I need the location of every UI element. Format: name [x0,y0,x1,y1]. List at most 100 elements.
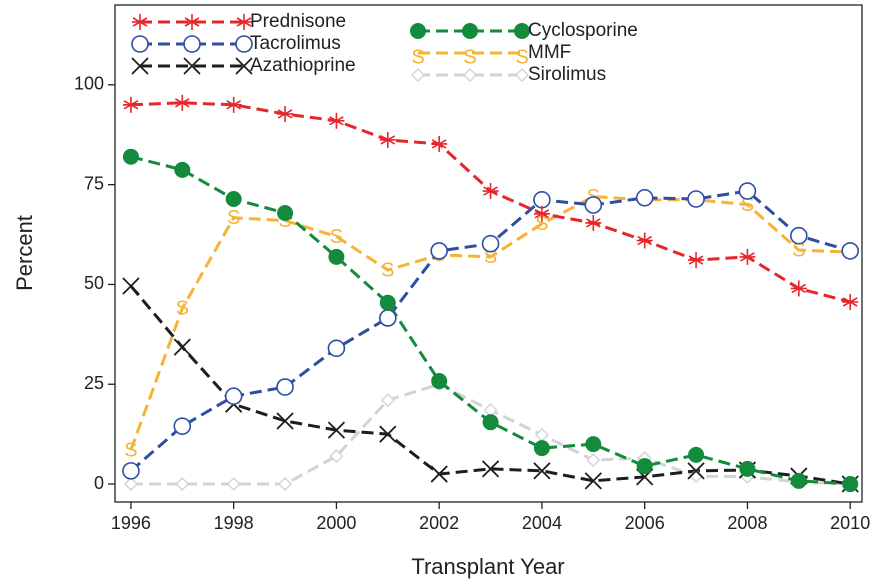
marker-shape [380,393,395,408]
y-tick-label: 50 [84,273,104,293]
marker [225,191,242,208]
marker [175,477,190,492]
marker [635,189,654,207]
legend-label: Sirolimus [528,64,606,85]
marker-shape [410,23,426,39]
x-axis-label: Transplant Year [411,554,564,579]
marker [183,35,201,53]
marker-letter: S [741,194,754,216]
marker [380,393,395,408]
marker-stroke [122,277,140,295]
marker-shape [278,477,293,492]
x-tick-label: 1998 [214,513,254,533]
marker-shape [790,472,807,489]
marker-shape [533,440,550,457]
marker [122,462,140,480]
marker-shape [277,204,294,221]
marker-stroke [584,472,602,490]
marker-shape [174,161,191,178]
legend-label: MMF [528,42,571,63]
marker [411,68,425,82]
marker-shape [131,35,149,53]
marker-letter: S [381,259,394,281]
marker-shape [636,458,653,475]
marker-shape [462,23,478,39]
marker-shape [175,477,190,492]
marker [482,414,499,431]
marker-shape [225,191,242,208]
marker: S [330,226,343,248]
marker [481,460,500,478]
y-tick-label: 75 [84,173,104,193]
marker-shape [224,387,243,406]
marker-shape [738,182,757,200]
marker-shape [122,148,139,165]
x-tick-label: 2002 [419,513,459,533]
series-line [129,195,851,451]
marker: S [463,46,476,68]
legend-label: Prednisone [250,11,346,32]
marker [225,96,242,113]
marker [379,294,396,311]
marker-shape [534,427,549,442]
marker [327,421,346,439]
marker-letter: S [330,226,343,248]
marker [131,57,149,75]
marker [379,131,396,148]
marker [533,205,550,222]
marker-shape [481,234,500,253]
marker [122,96,139,113]
x-tick-label: 2010 [830,513,870,533]
marker-letter: S [227,207,240,229]
marker: S [411,46,424,68]
marker-shape [739,460,756,477]
marker [533,191,551,209]
marker [328,248,345,265]
marker [379,309,397,327]
marker-shape [463,68,477,82]
marker [174,161,191,178]
marker-shape [173,417,192,435]
marker [173,417,192,435]
marker [482,183,499,200]
marker [224,387,243,406]
marker [173,338,191,356]
marker-letter: S [176,298,189,320]
marker-shape [533,191,551,209]
marker-shape [842,476,859,493]
x-tick-label: 2006 [625,513,665,533]
marker [688,446,705,463]
marker-shape [328,248,345,265]
marker-shape [586,453,601,468]
marker-stroke [276,412,294,430]
marker-shape [584,196,603,214]
marker [183,57,201,75]
marker [430,465,448,483]
marker [585,436,602,453]
marker-shape [226,477,241,492]
marker-stroke [533,462,551,480]
marker [514,23,530,39]
marker [584,472,602,490]
marker-shape [431,373,448,390]
marker [184,14,200,30]
y-tick-label: 25 [84,373,104,393]
marker [277,204,294,221]
marker-shape [379,294,396,311]
marker [278,477,293,492]
marker-stroke [430,465,448,483]
marker [174,94,191,111]
marker [687,462,705,480]
marker [132,14,148,30]
marker-shape [790,226,808,245]
marker-shape [235,35,253,53]
marker-stroke [235,57,253,75]
marker [841,242,859,260]
marker [636,232,653,249]
marker: S [792,239,805,261]
marker [586,453,601,468]
marker [738,182,757,200]
marker [790,226,808,245]
x-tick-label: 2004 [522,513,562,533]
